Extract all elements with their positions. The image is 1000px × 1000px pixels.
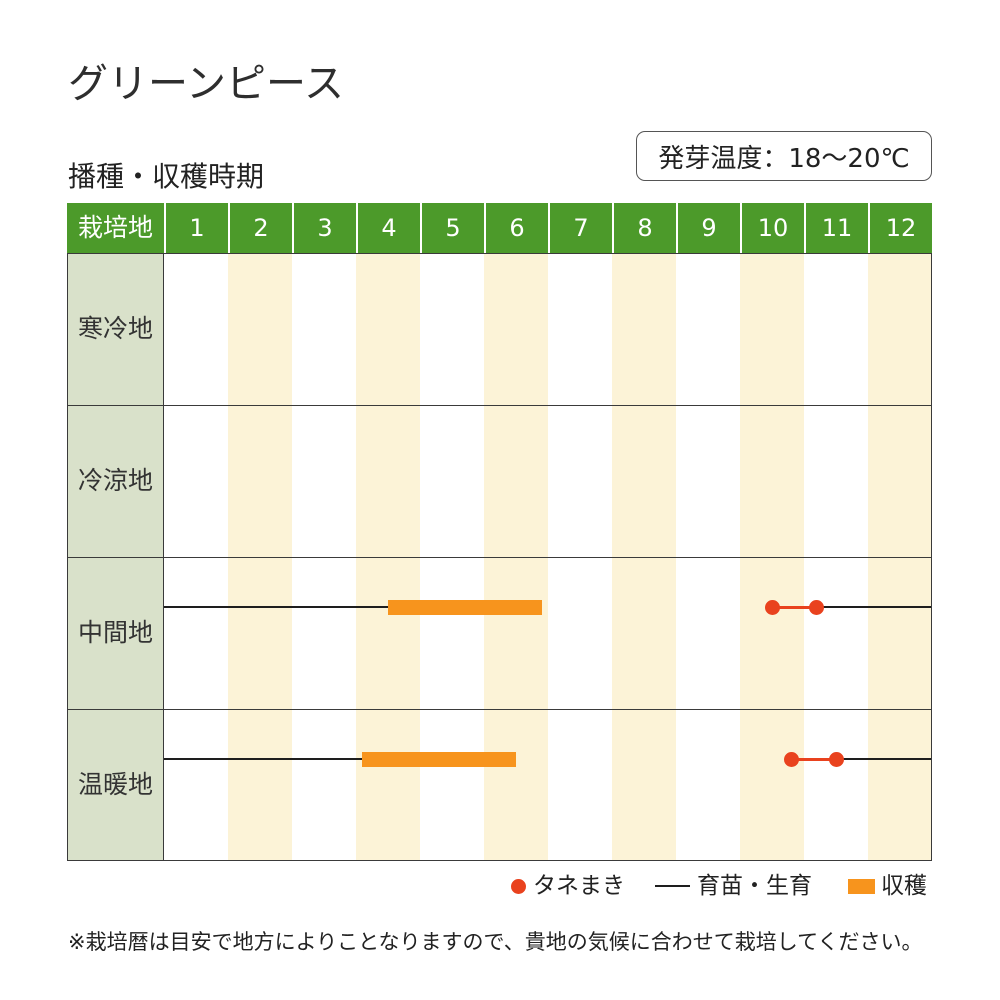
sowing-end-dot bbox=[809, 599, 825, 615]
calendar-frame bbox=[67, 253, 932, 861]
germination-temp-badge: 発芽温度：18～20℃ bbox=[636, 131, 932, 181]
region-label-2: 冷涼地 bbox=[77, 466, 153, 495]
sowing-start-dot bbox=[783, 751, 799, 767]
month-header-7: 7 bbox=[548, 203, 612, 253]
growth-line bbox=[164, 758, 363, 760]
calendar-body: 寒冷地冷涼地中間地温暖地 bbox=[67, 253, 932, 861]
month-header-6: 6 bbox=[484, 203, 548, 253]
month-header-5: 5 bbox=[420, 203, 484, 253]
region-labels: 寒冷地冷涼地中間地温暖地 bbox=[67, 253, 932, 861]
sowing-end-dot bbox=[828, 751, 844, 767]
legend-bar-icon bbox=[848, 879, 875, 894]
region-column-header: 栽培地 bbox=[77, 213, 153, 242]
planting-calendar-chart: 栽培地 1 2 3 4 5 6 7 8 9 10 11 12 寒冷地 冷涼地 中間地 温暖地 bbox=[67, 203, 932, 861]
region-label-4: 温暖地 bbox=[77, 770, 153, 799]
plot-marks bbox=[67, 253, 932, 861]
month-header-3: 3 bbox=[292, 203, 356, 253]
growth-line bbox=[836, 758, 932, 760]
region-label-3: 中間地 bbox=[77, 618, 153, 647]
month-header-9: 9 bbox=[676, 203, 740, 253]
month-header-10: 10 bbox=[740, 203, 804, 253]
sowing-range-line bbox=[772, 605, 817, 609]
legend-dot-icon bbox=[511, 879, 526, 894]
month-header-4: 4 bbox=[356, 203, 420, 253]
growth-line bbox=[816, 606, 932, 608]
row-dividers bbox=[67, 253, 932, 861]
month-header-12: 12 bbox=[868, 203, 932, 253]
harvest-bar bbox=[362, 751, 516, 767]
legend-harvest-label: 収穫 bbox=[881, 873, 927, 899]
month-header-8: 8 bbox=[612, 203, 676, 253]
page-title: グリーンピース bbox=[68, 61, 344, 107]
legend-line-icon bbox=[655, 885, 690, 887]
month-header-11: 11 bbox=[804, 203, 868, 253]
legend-growing-label: 育苗・生育 bbox=[697, 873, 812, 899]
harvest-bar bbox=[388, 599, 542, 615]
row-divider bbox=[67, 557, 932, 558]
region-label-1: 寒冷地 bbox=[77, 314, 153, 343]
sowing-range-line bbox=[791, 757, 836, 761]
month-header-1: 1 bbox=[164, 203, 228, 253]
row-divider bbox=[67, 709, 932, 710]
month-header-2: 2 bbox=[228, 203, 292, 253]
sowing-start-dot bbox=[764, 599, 780, 615]
calendar-header-row: 栽培地 1 2 3 4 5 6 7 8 9 10 11 12 bbox=[67, 203, 932, 253]
row-divider bbox=[67, 405, 932, 406]
footnote: ※栽培暦は目安で地方によりことなりますので、貴地の気候に合わせて栽培してください… bbox=[68, 930, 923, 954]
growth-line bbox=[164, 606, 388, 608]
legend-sowing-label: タネまき bbox=[533, 873, 625, 899]
chart-title: 播種・収穫時期 bbox=[68, 160, 265, 193]
